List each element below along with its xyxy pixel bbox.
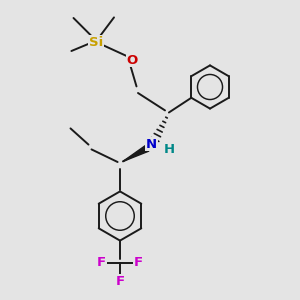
Text: H: H	[163, 143, 175, 156]
Text: F: F	[134, 256, 143, 269]
Polygon shape	[123, 145, 149, 161]
Text: F: F	[116, 274, 124, 288]
Text: F: F	[97, 256, 106, 269]
Text: O: O	[126, 53, 138, 67]
Text: N: N	[146, 137, 157, 151]
Text: Si: Si	[89, 35, 103, 49]
